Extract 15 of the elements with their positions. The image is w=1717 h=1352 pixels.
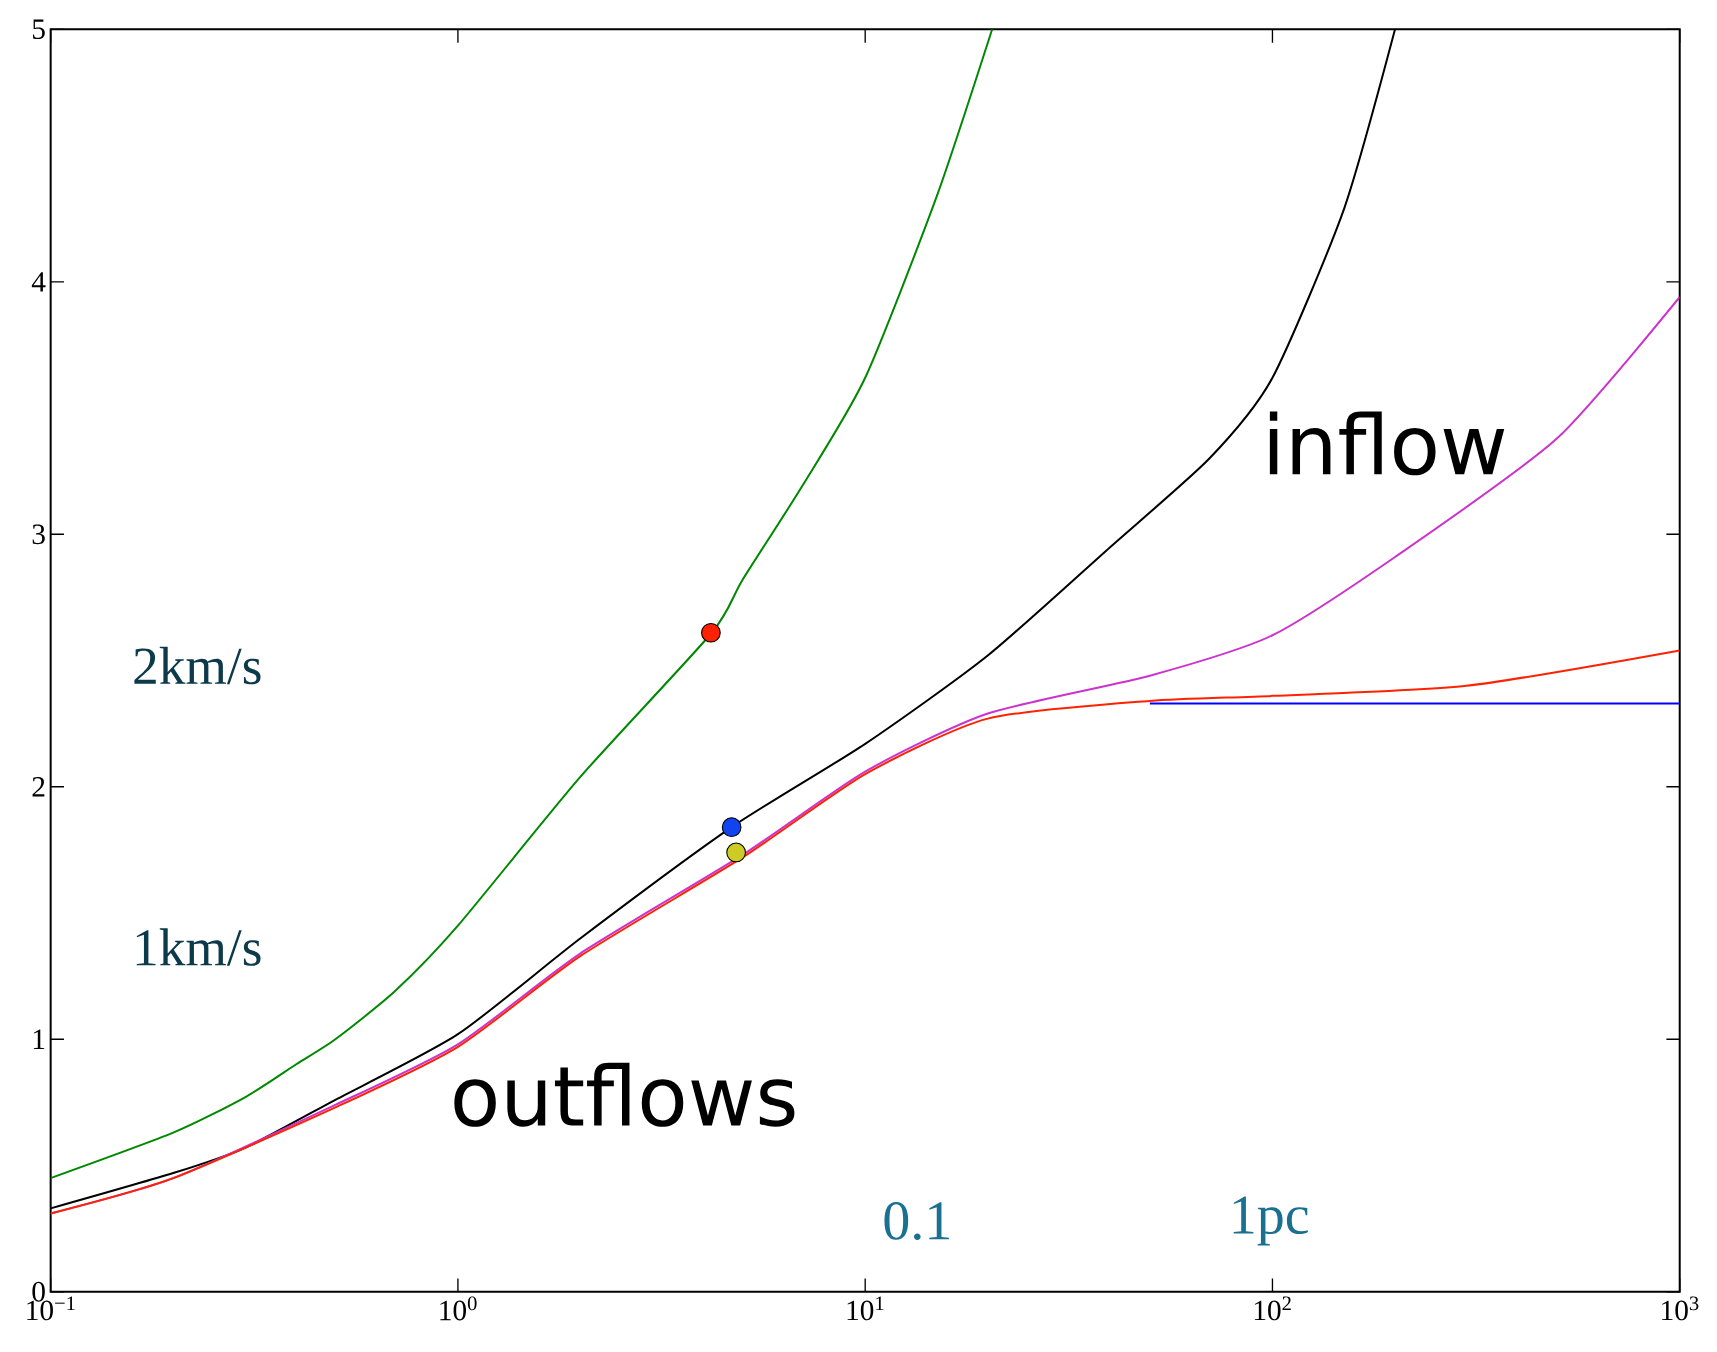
x-tick-label: 10$^{1}$ <box>847 1296 884 1321</box>
annotation: 1pc <box>1233 1196 1308 1246</box>
annotation: 0.1 <box>884 1202 949 1241</box>
x-tick-label: 10$^{0}$ <box>440 1296 477 1321</box>
y-tick-label: 2 <box>32 777 45 797</box>
y-tick-label: 5 <box>33 19 45 40</box>
y-tick-label: 3 <box>32 524 45 545</box>
x-tick-label: 10$^{2}$ <box>1254 1296 1291 1321</box>
annotation: inflow <box>1269 411 1505 476</box>
annotation: outflows <box>454 1062 795 1127</box>
y-tick-label: 4 <box>31 272 46 292</box>
x-tick-label: 10$^{3}$ <box>1662 1296 1699 1321</box>
annotation: 2km/s <box>134 646 261 685</box>
annotation: 1km/s <box>136 928 261 966</box>
y-tick-label: 1 <box>33 1029 45 1050</box>
